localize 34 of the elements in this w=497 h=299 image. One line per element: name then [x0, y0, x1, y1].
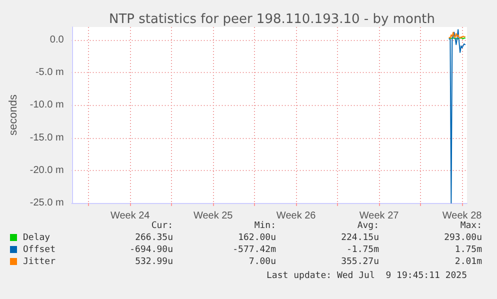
x-tick-label: Week 26 [276, 210, 316, 222]
text: Min: [253, 220, 276, 232]
text: Last update: Wed Jul 9 19:45:11 2025 [266, 271, 467, 281]
x-tick-label: Week 27 [359, 210, 400, 222]
text: Avg: [356, 220, 379, 232]
y-tick-label: -20.0 m [30, 164, 64, 176]
y-tick-label: -15.0 m [30, 132, 64, 144]
text: -1.75m [345, 244, 379, 256]
legend-label: Delay [22, 232, 52, 244]
line-series [448, 29, 466, 204]
y-tick-label: 0.0 [50, 34, 64, 46]
x-tick-label: Week 25 [193, 210, 234, 222]
text: 1.75m [454, 244, 482, 256]
y-tick-label: -25.0 m [30, 198, 64, 208]
legend-label: Jitter [22, 256, 57, 268]
text: 355.27u [340, 256, 379, 268]
x-tick-label: Week 24 [110, 210, 150, 222]
text: 266.35u [134, 232, 173, 244]
text: -694.90u [128, 244, 173, 256]
chart-title: NTP statistics for peer 198.110.193.10 - by month [108, 12, 436, 27]
text: 162.00u [237, 232, 276, 244]
text: Max: [459, 220, 482, 232]
text: 7.00u [248, 256, 276, 268]
legend-label: Offset [22, 244, 57, 256]
text: 2.01m [454, 256, 482, 268]
text: 532.99u [134, 256, 173, 268]
x-tick-label: Week 28 [442, 210, 482, 222]
y-axis-title: seconds [8, 94, 20, 136]
text: -577.42m [232, 244, 276, 256]
y-tick-label: -5.0 m [35, 67, 64, 78]
text: Cur: [150, 220, 173, 232]
y-tick-label: -10.0 m [30, 100, 64, 111]
text: 224.15u [340, 232, 379, 244]
text: 293.00u [443, 232, 482, 244]
